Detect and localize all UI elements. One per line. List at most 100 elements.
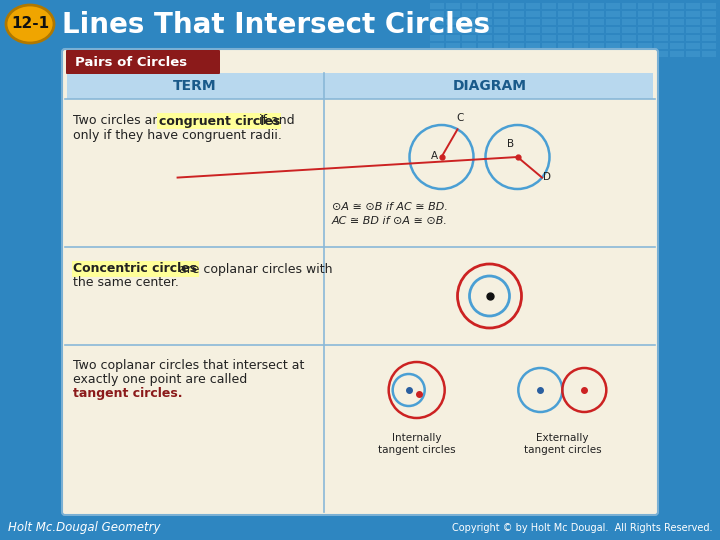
Bar	[478, 27, 492, 33]
Bar	[670, 43, 684, 49]
Bar	[478, 35, 492, 41]
Text: DIAGRAM: DIAGRAM	[452, 79, 526, 93]
Bar	[542, 11, 556, 17]
Text: Copyright © by Holt Mc Dougal.  All Rights Reserved.: Copyright © by Holt Mc Dougal. All Right…	[451, 523, 712, 533]
Bar	[510, 19, 524, 25]
Bar	[542, 51, 556, 57]
Bar	[622, 43, 636, 49]
Bar	[510, 51, 524, 57]
Bar	[462, 3, 476, 9]
Text: Lines That Intersect Circles: Lines That Intersect Circles	[62, 11, 490, 39]
Bar	[670, 11, 684, 17]
Bar	[542, 27, 556, 33]
Bar	[558, 11, 572, 17]
Bar	[670, 19, 684, 25]
Bar	[494, 27, 508, 33]
Bar	[622, 11, 636, 17]
Text: A: A	[431, 151, 438, 161]
Bar	[622, 19, 636, 25]
Bar	[0, 516, 720, 540]
Bar	[638, 51, 652, 57]
Bar	[430, 27, 444, 33]
Bar	[654, 11, 668, 17]
Bar	[590, 43, 604, 49]
Bar	[542, 43, 556, 49]
Text: Externally
tangent circles: Externally tangent circles	[523, 433, 601, 455]
Text: congruent circles: congruent circles	[158, 114, 280, 127]
Text: B: B	[508, 139, 515, 149]
Bar	[446, 43, 460, 49]
Text: tangent circles.: tangent circles.	[73, 387, 182, 400]
Bar	[590, 19, 604, 25]
Bar	[574, 51, 588, 57]
Bar	[526, 43, 540, 49]
Bar	[654, 27, 668, 33]
Bar	[622, 3, 636, 9]
Text: Concentric circles: Concentric circles	[73, 262, 197, 275]
Bar	[702, 27, 716, 33]
Bar	[654, 35, 668, 41]
Bar	[558, 51, 572, 57]
Bar	[702, 51, 716, 57]
Bar	[430, 35, 444, 41]
Bar	[702, 3, 716, 9]
Bar	[510, 27, 524, 33]
Bar	[590, 27, 604, 33]
Bar	[478, 19, 492, 25]
Bar	[574, 19, 588, 25]
Bar	[478, 11, 492, 17]
Bar	[670, 35, 684, 41]
Bar	[430, 11, 444, 17]
Bar	[638, 35, 652, 41]
FancyBboxPatch shape	[66, 50, 220, 74]
Text: 12-1: 12-1	[11, 17, 49, 31]
Bar	[622, 51, 636, 57]
Bar	[622, 27, 636, 33]
Bar	[686, 51, 700, 57]
Bar	[606, 3, 620, 9]
Bar	[0, 0, 720, 48]
Bar	[542, 35, 556, 41]
Bar	[558, 43, 572, 49]
Bar	[606, 35, 620, 41]
Text: if and: if and	[255, 114, 294, 127]
Bar	[478, 3, 492, 9]
Bar	[686, 19, 700, 25]
Text: TERM: TERM	[173, 79, 216, 93]
Bar	[670, 27, 684, 33]
Bar	[542, 3, 556, 9]
Bar	[462, 19, 476, 25]
Bar	[510, 11, 524, 17]
Text: ⊙A ≅ ⊙B if AC ≅ BD.: ⊙A ≅ ⊙B if AC ≅ BD.	[332, 202, 448, 212]
Bar	[462, 11, 476, 17]
Bar	[686, 3, 700, 9]
Bar	[526, 51, 540, 57]
Bar	[510, 35, 524, 41]
Text: D: D	[543, 172, 551, 181]
Bar	[446, 11, 460, 17]
Bar	[606, 19, 620, 25]
Bar	[702, 43, 716, 49]
Bar	[686, 43, 700, 49]
Bar	[654, 51, 668, 57]
Bar	[590, 35, 604, 41]
Bar	[638, 27, 652, 33]
Bar	[462, 51, 476, 57]
Bar	[494, 35, 508, 41]
Text: are coplanar circles with: are coplanar circles with	[175, 262, 332, 275]
Text: exactly one point are called: exactly one point are called	[73, 373, 247, 386]
FancyBboxPatch shape	[62, 49, 658, 515]
Bar	[510, 3, 524, 9]
Bar	[446, 3, 460, 9]
Bar	[478, 51, 492, 57]
Bar	[462, 27, 476, 33]
Bar	[526, 35, 540, 41]
Bar	[638, 11, 652, 17]
Bar	[494, 51, 508, 57]
Bar	[686, 35, 700, 41]
Bar	[558, 27, 572, 33]
Text: Holt Mc.Dougal Geometry: Holt Mc.Dougal Geometry	[8, 522, 161, 535]
Ellipse shape	[6, 5, 54, 43]
Bar	[542, 19, 556, 25]
Bar	[654, 3, 668, 9]
